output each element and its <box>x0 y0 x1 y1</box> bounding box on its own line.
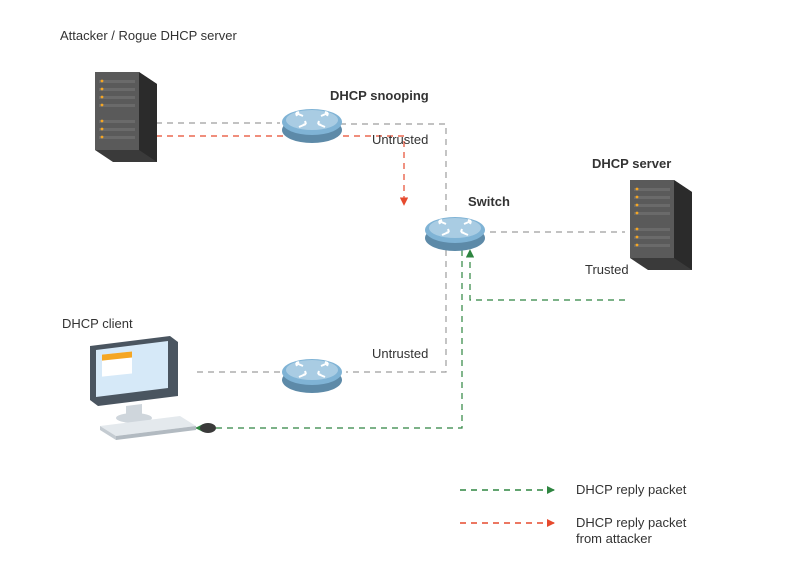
attacker-label: Attacker / Rogue DHCP server <box>60 28 237 43</box>
untrusted-top-label: Untrusted <box>372 132 428 147</box>
trusted-label: Trusted <box>585 262 629 277</box>
legend-reply-label: DHCP reply packet <box>576 482 686 497</box>
dhcp-server-label: DHCP server <box>592 156 671 171</box>
router-top-icon <box>282 109 342 143</box>
switch-icon <box>425 217 485 251</box>
router-bottom-icon <box>282 359 342 393</box>
switch-label: Switch <box>468 194 510 209</box>
attacker-server-icon <box>95 72 157 162</box>
dhcp-client-icon <box>90 336 216 440</box>
untrusted-bottom-label: Untrusted <box>372 346 428 361</box>
legend-reply-attacker-label: DHCP reply packetfrom attacker <box>576 515 686 548</box>
edge-attacker-red <box>156 136 404 205</box>
edge-green-to-client <box>196 250 462 428</box>
snooping-label: DHCP snooping <box>330 88 429 103</box>
dhcp-server-icon <box>630 180 692 270</box>
legend <box>460 486 555 527</box>
client-label: DHCP client <box>62 316 133 331</box>
